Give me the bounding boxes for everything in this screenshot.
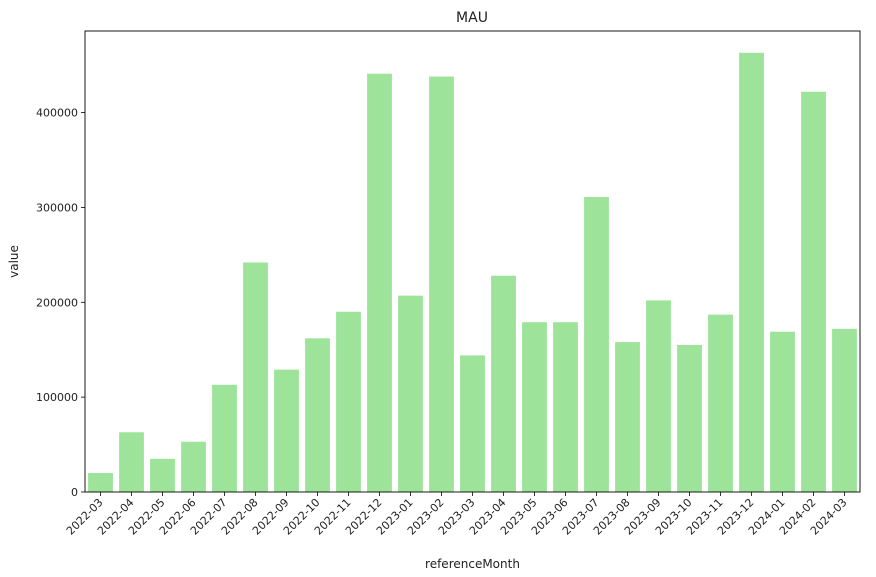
bar-2023-11: [708, 314, 733, 492]
y-tick-label: 300000: [36, 201, 78, 214]
bar-2023-01: [398, 295, 423, 492]
bar-2023-03: [460, 355, 485, 492]
bar-2022-09: [274, 369, 299, 492]
y-tick-label: 200000: [36, 296, 78, 309]
bar-2023-05: [522, 322, 547, 492]
bar-2023-09: [646, 300, 671, 492]
bar-2022-05: [150, 458, 175, 492]
bar-2023-06: [553, 322, 578, 492]
y-tick-label: 0: [71, 486, 78, 499]
bar-2023-04: [491, 275, 516, 492]
bar-2022-07: [212, 384, 237, 492]
bar-2022-03: [88, 473, 113, 492]
bar-2022-06: [181, 441, 206, 492]
bar-2023-12: [739, 52, 764, 493]
bar-2024-03: [832, 328, 857, 492]
y-tick-label: 100000: [36, 391, 78, 404]
bar-2023-10: [677, 344, 702, 492]
x-axis-title: referenceMonth: [425, 557, 520, 571]
bar-2023-07: [584, 196, 609, 493]
bar-2024-01: [770, 331, 795, 492]
bar-2022-11: [336, 311, 361, 492]
bars-group: [88, 52, 857, 493]
x-axis-ticks: 2022-032022-042022-052022-062022-072022-…: [64, 492, 850, 538]
bar-2022-10: [305, 338, 330, 492]
bar-2023-08: [615, 342, 640, 492]
bar-2022-04: [119, 432, 144, 492]
y-axis-title: value: [7, 245, 21, 278]
bar-2024-02: [801, 91, 826, 492]
y-tick-label: 400000: [36, 107, 78, 120]
bar-2022-08: [243, 262, 268, 492]
plot-frame: [84, 30, 861, 493]
y-axis-ticks: 0 100000 200000 300000 400000: [36, 107, 85, 499]
bar-2023-02: [429, 76, 454, 493]
bar-2022-12: [367, 73, 392, 493]
chart-title: MAU: [456, 10, 488, 26]
